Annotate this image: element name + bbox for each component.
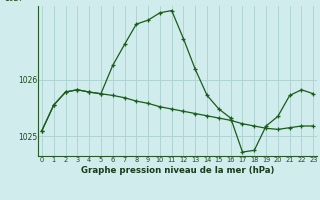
Text: 1027: 1027 bbox=[4, 0, 23, 3]
X-axis label: Graphe pression niveau de la mer (hPa): Graphe pression niveau de la mer (hPa) bbox=[81, 166, 274, 175]
